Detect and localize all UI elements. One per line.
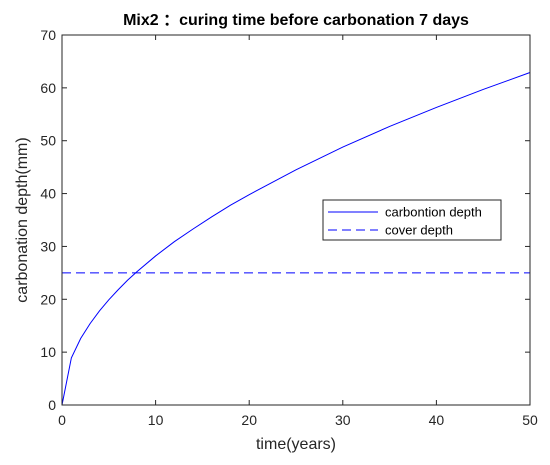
y-axis-label: carbonation depth(mm): [14, 137, 31, 302]
chart-title: Mix2 ：curing time before carbonation 7 d…: [123, 12, 469, 29]
y-tick-label: 20: [40, 291, 56, 307]
x-axis-ticks: 0 10 20 30 40 50: [58, 35, 538, 428]
legend-box: [322, 199, 502, 241]
y-tick-label: 60: [40, 80, 56, 96]
y-tick-label: 30: [40, 238, 56, 254]
x-tick-label: 0: [58, 412, 66, 428]
x-tick-label: 40: [429, 412, 445, 428]
x-axis-label: time(years): [256, 436, 336, 453]
legend-label-carbontion-depth: carbontion depth: [385, 205, 482, 220]
y-tick-label: 50: [40, 133, 56, 149]
axes-box: [61, 34, 531, 406]
x-tick-label: 50: [522, 412, 538, 428]
chart-marks: [61, 72, 531, 406]
y-tick-label: 70: [40, 27, 56, 43]
series-line-carbontion-depth: [61, 72, 531, 406]
y-tick-label: 10: [40, 344, 56, 360]
y-tick-label: 40: [40, 186, 56, 202]
legend: carbontion depth cover depth: [322, 199, 502, 241]
x-tick-label: 30: [335, 412, 351, 428]
y-tick-label: 0: [48, 397, 56, 413]
y-axis-ticks: 0 10 20 30 40 50 60 70: [40, 27, 530, 413]
x-tick-label: 10: [148, 412, 164, 428]
legend-label-cover-depth: cover depth: [385, 223, 453, 238]
x-tick-label: 20: [241, 412, 257, 428]
